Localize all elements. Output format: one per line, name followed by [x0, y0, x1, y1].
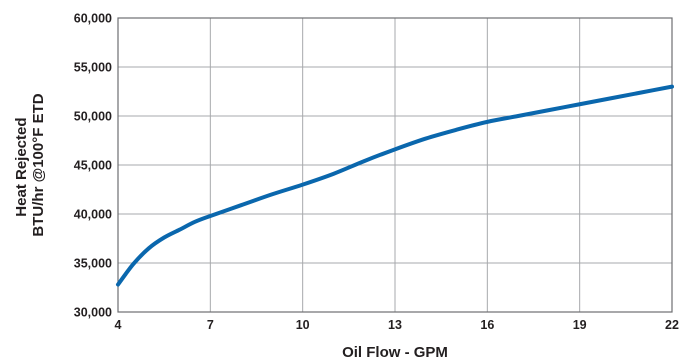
y-axis-title-line-1: Heat Rejected [13, 117, 30, 216]
y-axis-ticks: 30,000 35,000 40,000 45,000 50,000 55,000 60,0… [74, 12, 112, 320]
x-tick-label: 22 [665, 318, 679, 332]
x-tick-label: 7 [207, 318, 214, 332]
x-tick-label: 16 [480, 318, 494, 332]
plot-frame [117, 17, 673, 313]
grid [118, 18, 672, 312]
x-axis-ticks: 4 7 10 13 16 19 22 [115, 318, 679, 332]
y-tick-label: 60,000 [74, 12, 112, 26]
series-line-0 [116, 84, 674, 287]
series-layer [116, 84, 674, 287]
x-tick-label: 10 [296, 318, 310, 332]
y-tick-label: 55,000 [74, 61, 112, 75]
x-tick-label: 4 [115, 318, 122, 332]
y-tick-label: 30,000 [74, 306, 112, 320]
x-tick-label: 19 [573, 318, 587, 332]
plot-border [117, 17, 673, 313]
x-tick-label: 13 [388, 318, 402, 332]
x-axis-title: Oil Flow - GPM [342, 344, 448, 361]
y-tick-label: 45,000 [74, 159, 112, 173]
y-tick-label: 35,000 [74, 257, 112, 271]
y-axis-title-line-2: BTU/hr @100°F ETD [30, 93, 47, 236]
y-tick-label: 50,000 [74, 110, 112, 124]
y-tick-label: 40,000 [74, 208, 112, 222]
y-axis-title: Heat Rejected BTU/hr @100°F ETD [13, 93, 47, 236]
